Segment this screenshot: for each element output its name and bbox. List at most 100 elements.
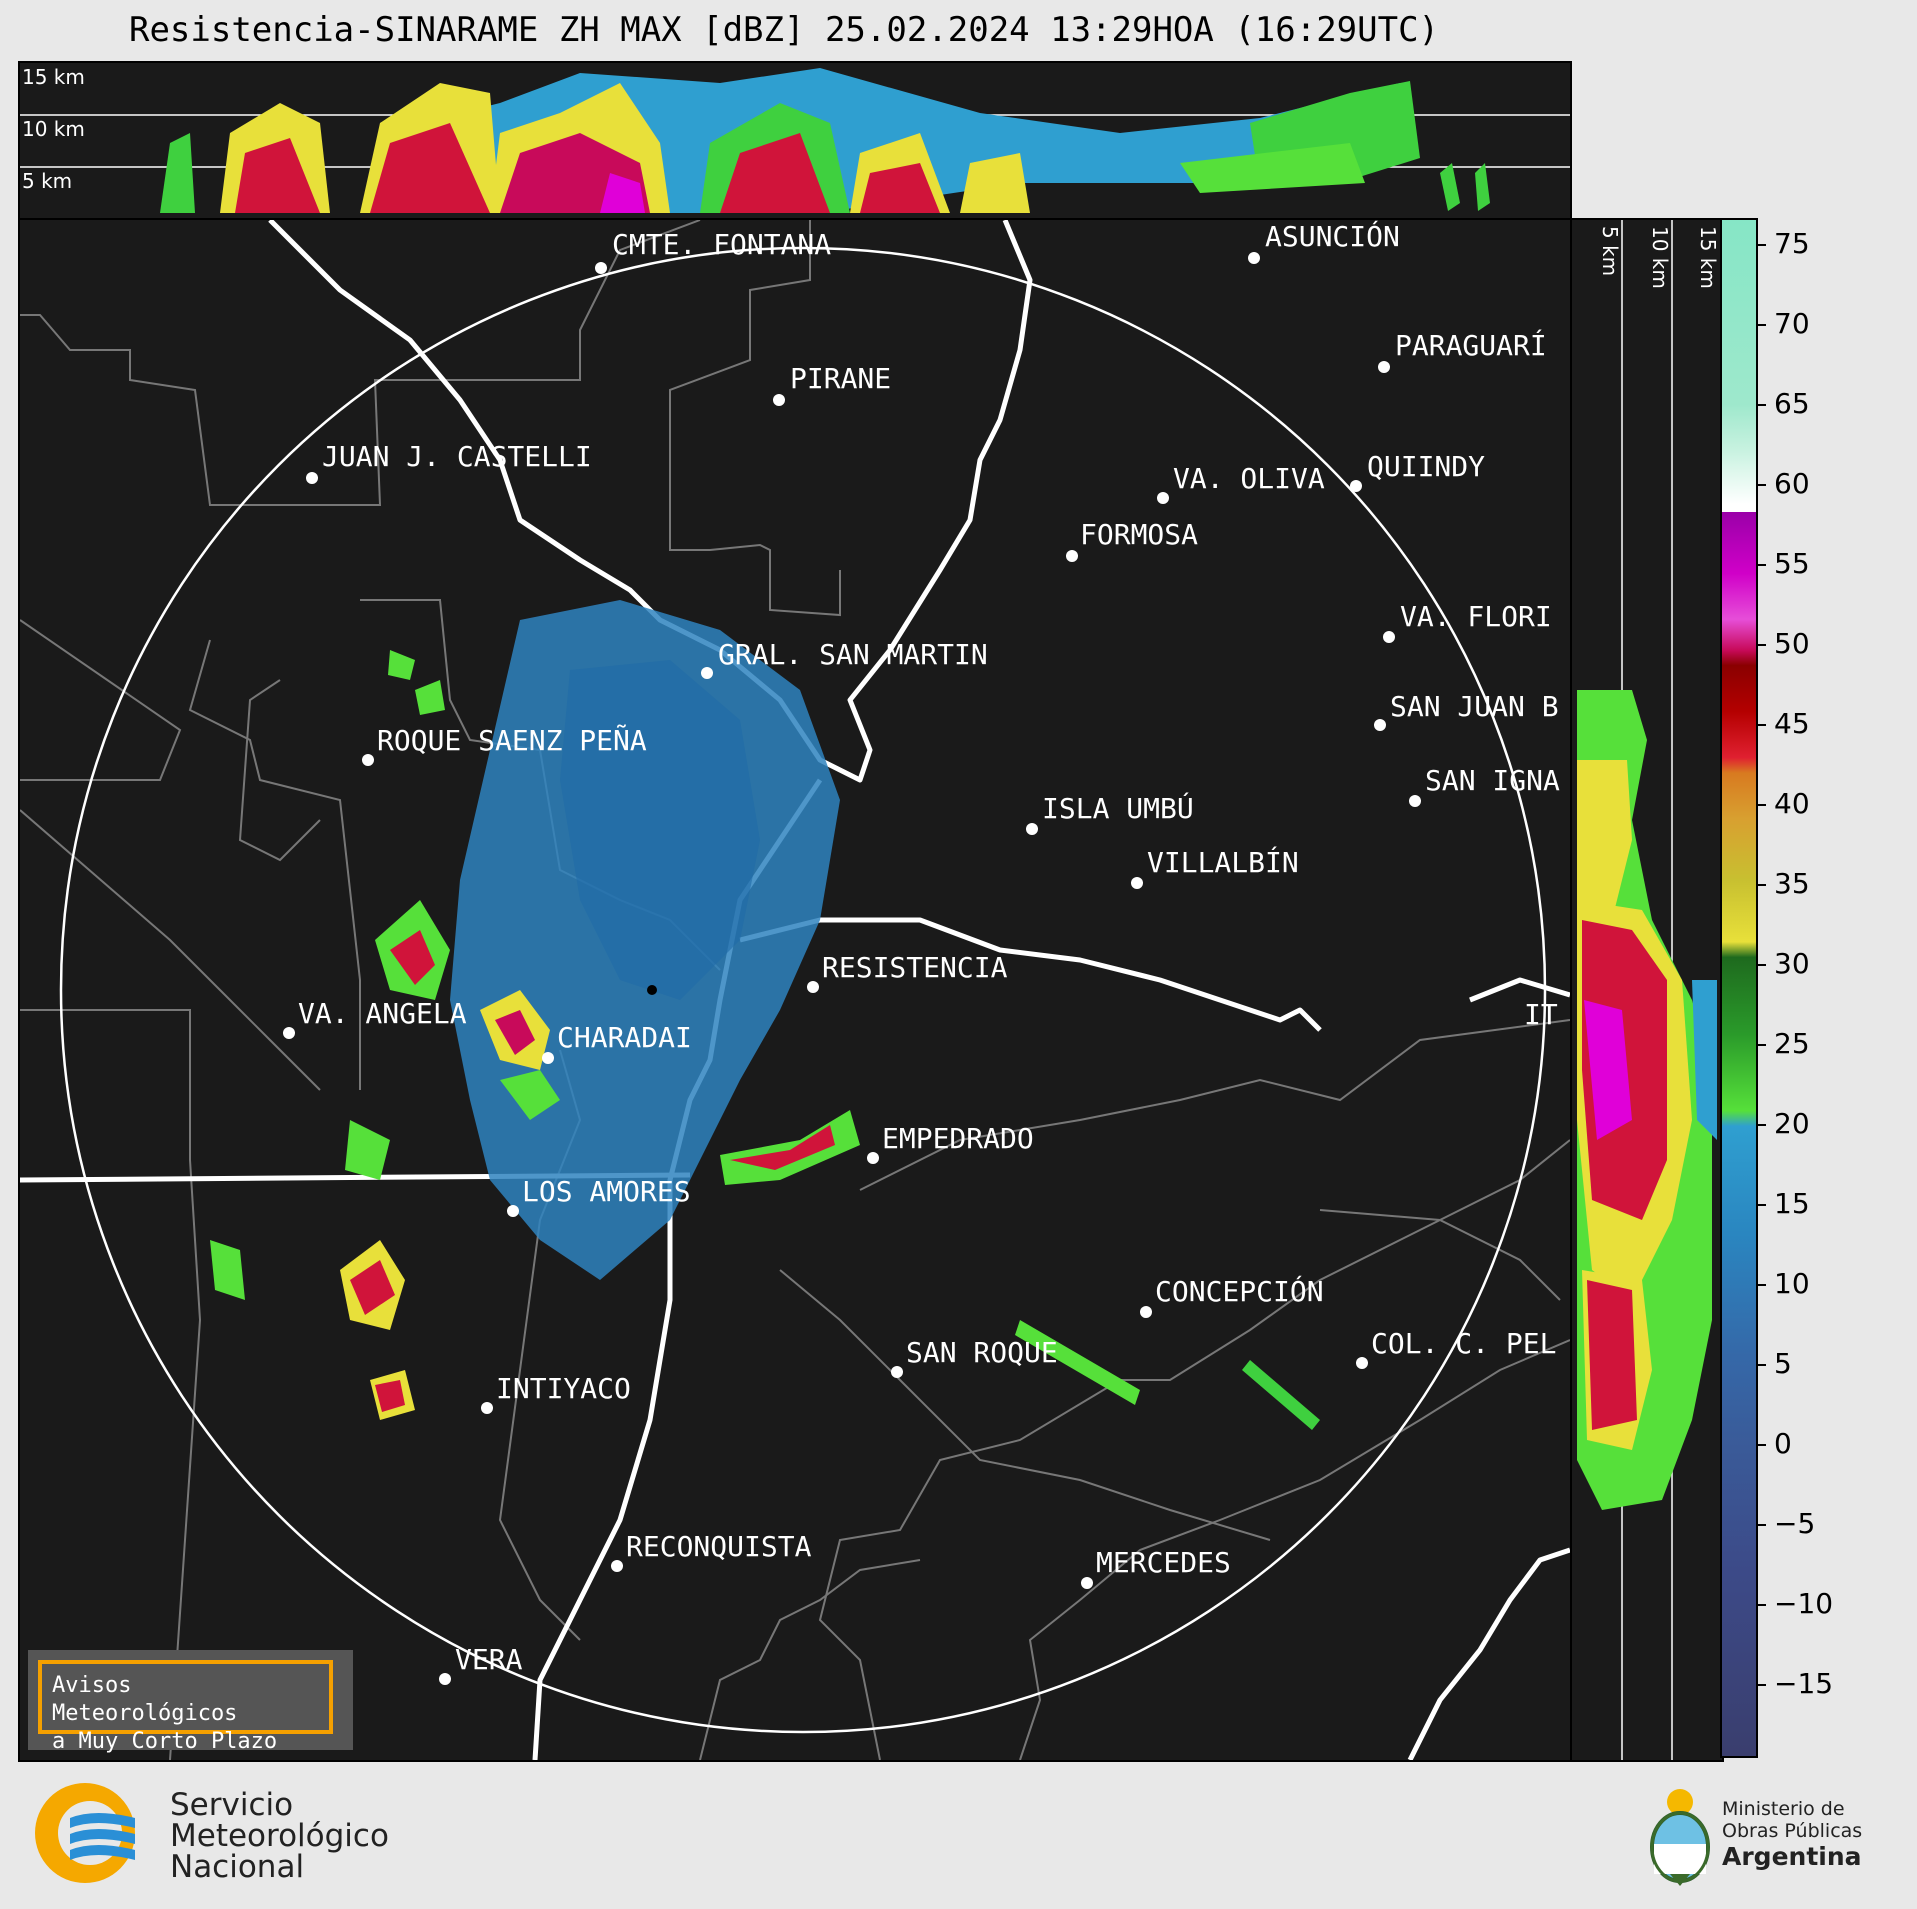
very-short-term-warnings-box[interactable]: Avisos Meteorológicos a Muy Corto Plazo xyxy=(28,1650,353,1754)
colorbar-tick: 0 xyxy=(1758,1427,1792,1460)
city-label: COL. C. PEL xyxy=(1371,1327,1557,1360)
city-dot xyxy=(807,981,819,993)
smn-name-line-1: Servicio xyxy=(170,1787,294,1823)
colorbar-tick: 65 xyxy=(1758,387,1810,420)
city-label: INTIYACO xyxy=(496,1372,631,1405)
city-dot xyxy=(1081,1577,1093,1589)
colorbar-tick: −15 xyxy=(1757,1667,1833,1700)
smn-logo-icon xyxy=(35,1783,135,1883)
city-label: JUAN J. CASTELLI xyxy=(322,440,592,473)
city-label: SAN ROQUE xyxy=(906,1336,1058,1369)
city-dot xyxy=(1026,823,1038,835)
top-height-label-5km: 5 km xyxy=(22,169,73,193)
city-dot xyxy=(773,394,785,406)
city-label: VA. FLORI xyxy=(1400,600,1552,633)
city-dot xyxy=(1157,492,1169,504)
side-height-label-15km: 15 km xyxy=(1696,226,1720,289)
radar-map xyxy=(18,218,1572,1762)
colorbar-tick: 30 xyxy=(1758,947,1810,980)
city-dot xyxy=(867,1152,879,1164)
city-dot xyxy=(701,667,713,679)
colorbar-tick: 10 xyxy=(1758,1267,1810,1300)
city-label: ASUNCIÓN xyxy=(1265,220,1400,253)
city-label: MERCEDES xyxy=(1096,1546,1231,1579)
side-cross-section: 5 km 10 km 15 km xyxy=(1570,218,1724,1762)
side-echo-profile xyxy=(1577,220,1717,1760)
warnings-line-2: a Muy Corto Plazo xyxy=(52,1729,278,1754)
city-label: GRAL. SAN MARTIN xyxy=(718,638,988,671)
city-label: PARAGUARÍ xyxy=(1395,329,1547,362)
smn-name-line-3: Nacional xyxy=(170,1849,305,1885)
argentina-coat-of-arms-icon xyxy=(1650,1789,1710,1886)
colorbar-tick: 35 xyxy=(1758,867,1810,900)
city-dot xyxy=(1356,1357,1368,1369)
top-echo-profile xyxy=(20,68,1570,213)
city-label: CMTE. FONTANA xyxy=(612,228,832,261)
map-geography xyxy=(20,220,1570,1760)
city-label: SAN JUAN B xyxy=(1390,690,1559,723)
city-dot xyxy=(507,1205,519,1217)
city-label: CONCEPCIÓN xyxy=(1155,1275,1324,1308)
colorbar-tick: 60 xyxy=(1758,467,1810,500)
city-dot xyxy=(1383,631,1395,643)
city-dot xyxy=(1131,877,1143,889)
colorbar-tick: 20 xyxy=(1758,1107,1810,1140)
top-height-label-10km: 10 km xyxy=(22,117,85,141)
city-label: VERA xyxy=(455,1643,523,1676)
chart-title: Resistencia-SINARAME ZH MAX [dBZ] 25.02.… xyxy=(128,10,1440,50)
smn-name-line-2: Meteorológico xyxy=(170,1818,389,1854)
city-dot xyxy=(362,754,374,766)
colorbar-tick: 70 xyxy=(1758,307,1810,340)
city-dot xyxy=(1374,719,1386,731)
colorbar-tick: −10 xyxy=(1757,1587,1833,1620)
city-label: ISLA UMBÚ xyxy=(1042,792,1194,825)
city-label: RESISTENCIA xyxy=(822,951,1008,984)
city-dot xyxy=(1140,1306,1152,1318)
city-dot xyxy=(439,1673,451,1685)
top-height-label-15km: 15 km xyxy=(22,65,85,89)
city-dot xyxy=(542,1052,554,1064)
warnings-line-1: Avisos Meteorológicos xyxy=(52,1673,238,1726)
city-dot xyxy=(595,262,607,274)
top-cross-section: 15 km 10 km 5 km xyxy=(18,61,1572,220)
city-label: VA. ANGELA xyxy=(298,997,467,1030)
city-dot xyxy=(1378,361,1390,373)
colorbar-tick: −5 xyxy=(1757,1507,1815,1540)
ministry-country: Argentina xyxy=(1722,1842,1862,1871)
dbz-colorbar xyxy=(1720,218,1758,1758)
colorbar-tick: 15 xyxy=(1758,1187,1810,1220)
city-label: RECONQUISTA xyxy=(626,1530,812,1563)
city-label: FORMOSA xyxy=(1080,518,1199,551)
city-label: IT xyxy=(1524,998,1558,1031)
city-label: CHARADAI xyxy=(557,1021,692,1054)
city-label: VA. OLIVA xyxy=(1173,462,1325,495)
colorbar-tick: 55 xyxy=(1758,547,1810,580)
city-dot xyxy=(891,1366,903,1378)
city-label: VILLALBÍN xyxy=(1147,846,1299,879)
city-label: QUIINDY xyxy=(1367,450,1486,483)
city-label: PIRANE xyxy=(790,362,892,395)
city-dot xyxy=(481,1402,493,1414)
ministry-name-line-2: Obras Públicas xyxy=(1722,1820,1863,1842)
city-dot xyxy=(1248,252,1260,264)
colorbar-tick: 50 xyxy=(1758,627,1810,660)
city-label: ROQUE SAENZ PEÑA xyxy=(377,724,647,757)
city-dot xyxy=(1350,480,1362,492)
colorbar-tick: 5 xyxy=(1758,1347,1792,1380)
warnings-frame: Avisos Meteorológicos a Muy Corto Plazo xyxy=(38,1660,333,1754)
city-dot xyxy=(1066,550,1078,562)
city-dot xyxy=(306,472,318,484)
city-label: LOS AMORES xyxy=(522,1175,691,1208)
colorbar-tick: 75 xyxy=(1758,227,1810,260)
colorbar-tick: 25 xyxy=(1758,1027,1810,1060)
ministry-name-line-1: Ministerio de xyxy=(1722,1798,1845,1820)
city-dot xyxy=(611,1560,623,1572)
colorbar-tick: 45 xyxy=(1758,707,1810,740)
side-height-label-10km: 10 km xyxy=(1648,226,1672,289)
city-label: EMPEDRADO xyxy=(882,1122,1034,1155)
city-dot xyxy=(1409,795,1421,807)
side-height-label-5km: 5 km xyxy=(1598,226,1622,277)
city-dot xyxy=(283,1027,295,1039)
colorbar-tick: 40 xyxy=(1758,787,1810,820)
city-label: SAN IGNA xyxy=(1425,764,1560,797)
